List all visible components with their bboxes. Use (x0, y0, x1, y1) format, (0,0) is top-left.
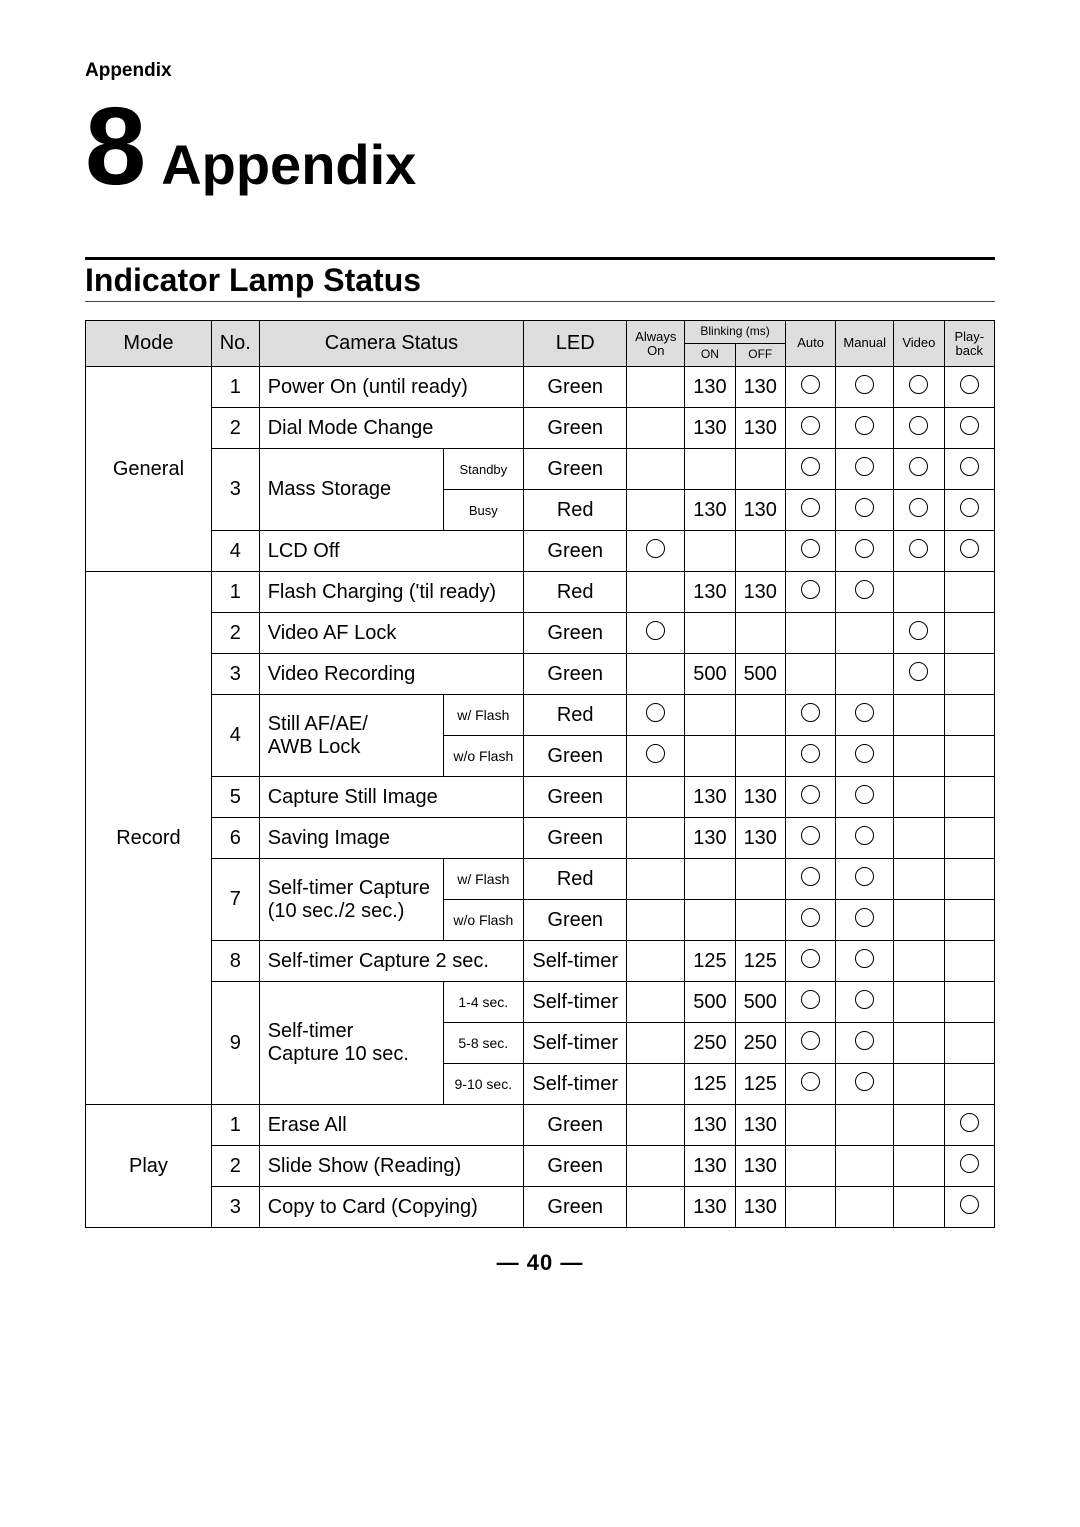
indicator-lamp-table: Mode No. Camera Status LED AlwaysOn Blin… (85, 320, 995, 1228)
col-header-blink-on: ON (685, 344, 735, 367)
col-header-video: Video (894, 321, 944, 367)
col-header-blinking: Blinking (ms) (685, 321, 786, 344)
col-header-manual: Manual (836, 321, 894, 367)
section-header-bar: Indicator Lamp Status (85, 257, 995, 302)
mode-cell-play: Play (86, 1105, 212, 1228)
col-header-blink-off: OFF (735, 344, 785, 367)
table-row: 9 Self-timer Capture 10 sec. 1-4 sec. Se… (86, 982, 995, 1023)
table-row: 8 Self-timer Capture 2 sec. Self-timer 1… (86, 941, 995, 982)
col-header-always-on: AlwaysOn (627, 321, 685, 367)
table-row: Play 1 Erase All Green 130 130 (86, 1105, 995, 1146)
page-number: — 40 — (85, 1250, 995, 1276)
table-row: Record 1 Flash Charging ('til ready) Red… (86, 572, 995, 613)
table-row: 5 Capture Still Image Green 130 130 (86, 777, 995, 818)
table-header-row: Mode No. Camera Status LED AlwaysOn Blin… (86, 321, 995, 344)
table-row: 7 Self-timer Capture (10 sec./2 sec.) w/… (86, 859, 995, 900)
mode-cell-general: General (86, 367, 212, 572)
section-title: Indicator Lamp Status (85, 262, 995, 299)
mode-cell-record: Record (86, 572, 212, 1105)
chapter-title: Appendix (161, 132, 416, 197)
table-row: 4 Still AF/AE/ AWB Lock w/ Flash Red (86, 695, 995, 736)
table-row: General 1 Power On (until ready) Green 1… (86, 367, 995, 408)
table-row: 2 Slide Show (Reading) Green 130 130 (86, 1146, 995, 1187)
table-row: 6 Saving Image Green 130 130 (86, 818, 995, 859)
table-row: 3 Copy to Card (Copying) Green 130 130 (86, 1187, 995, 1228)
col-header-led: LED (524, 321, 627, 367)
table-row: 3 Mass Storage Standby Green (86, 449, 995, 490)
running-header: Appendix (85, 60, 995, 82)
table-row: 2 Dial Mode Change Green 130 130 (86, 408, 995, 449)
col-header-auto: Auto (785, 321, 835, 367)
col-header-no: No. (211, 321, 259, 367)
col-header-camera-status: Camera Status (259, 321, 523, 367)
table-row: 4 LCD Off Green (86, 531, 995, 572)
chapter-heading: 8 Appendix (85, 92, 995, 202)
col-header-playback: Play-back (944, 321, 994, 367)
col-header-mode: Mode (86, 321, 212, 367)
table-row: 3 Video Recording Green 500 500 (86, 654, 995, 695)
table-row: 2 Video AF Lock Green (86, 613, 995, 654)
chapter-number: 8 (85, 92, 146, 202)
